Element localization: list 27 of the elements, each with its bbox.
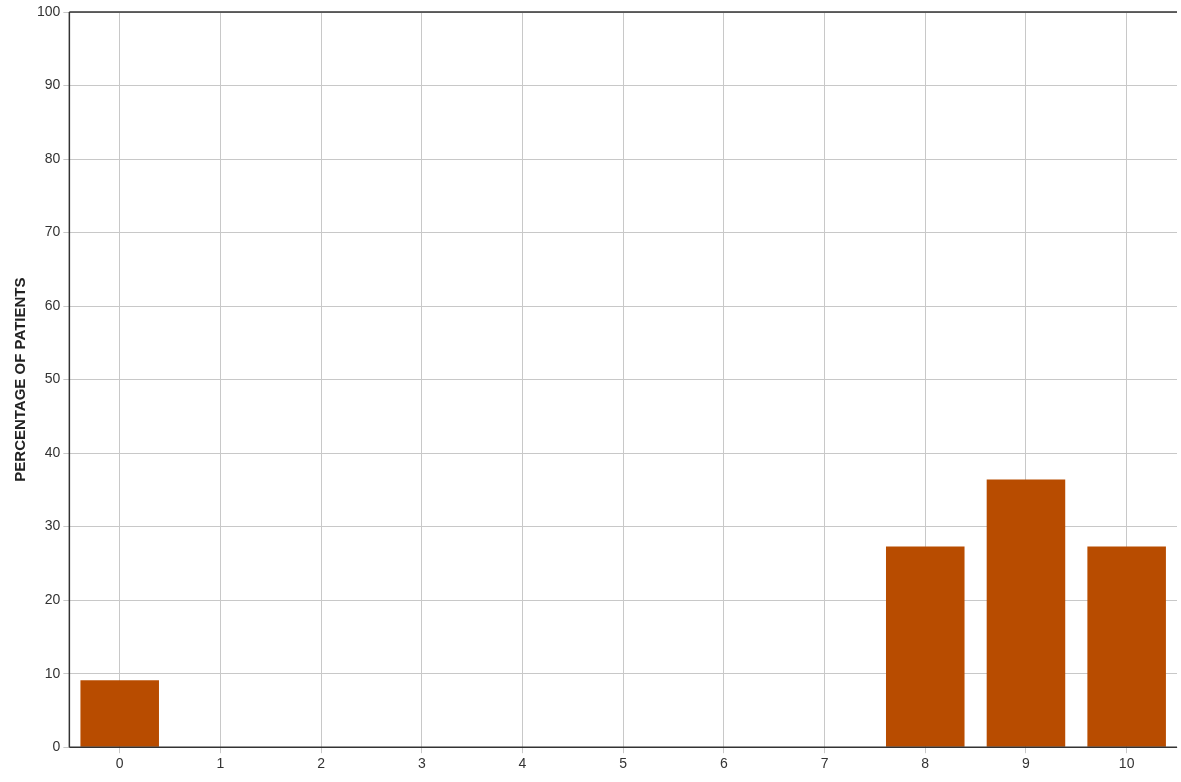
y-tick-label: 20 [44,591,61,608]
x-tick-label: 4 [518,755,527,772]
bar [885,546,965,747]
x-tick-label: 5 [619,755,628,772]
x-tick-label: 3 [417,755,426,772]
x-tick-label: 6 [719,755,728,772]
x-tick-label: 10 [1118,755,1135,772]
bar [1087,546,1166,747]
y-tick-label: 30 [44,517,61,534]
x-tick-label: 7 [820,755,829,772]
y-tick-label: 80 [44,149,61,166]
x-tick-label: 8 [921,755,930,772]
y-tick-label: 100 [37,2,61,19]
y-tick-label: 0 [52,738,61,755]
bar [80,680,159,747]
y-tick-label: 10 [44,664,61,681]
x-tick-label: 2 [317,755,326,772]
y-tick-label: 70 [44,223,61,240]
y-axis-title: PERCENTAGE OF PATIENTS [11,277,29,482]
bar [986,479,1066,747]
y-tick-label: 60 [44,296,61,313]
x-tick-label: 0 [115,755,124,772]
y-tick-label: 90 [44,76,61,93]
x-tick-label: 1 [216,755,225,772]
y-tick-label: 50 [44,370,61,387]
x-tick-label: 9 [1022,755,1031,772]
y-tick-label: 40 [44,443,61,460]
